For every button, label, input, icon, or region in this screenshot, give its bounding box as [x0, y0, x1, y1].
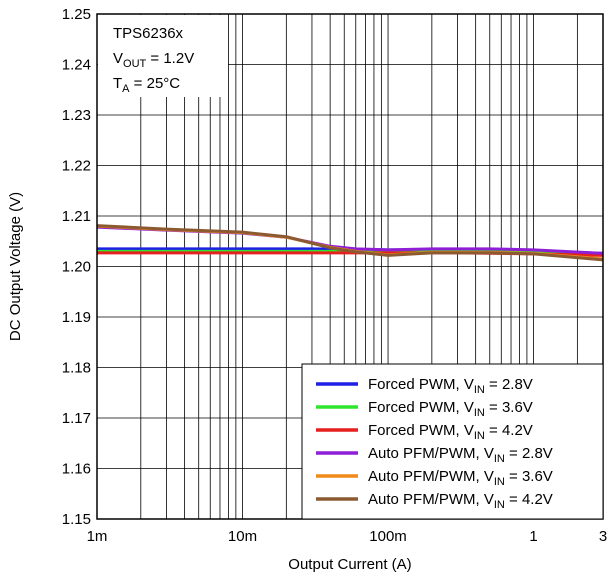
annotation-box: TPS6236x VOUT = 1.2V TA = 25°C — [98, 15, 228, 97]
legend-label-main: Forced PWM, V — [368, 376, 474, 393]
x-axis-label: Output Current (A) — [288, 556, 411, 573]
legend-label-subscript: IN — [494, 499, 505, 511]
y-tick-label-2: 1.17 — [62, 410, 91, 427]
legend-label-subscript: IN — [494, 476, 505, 488]
legend-label-value: = 3.6V — [505, 468, 553, 485]
vout-subscript: OUT — [123, 58, 147, 70]
x-tick-label-4: 3 — [599, 528, 607, 545]
legend-label-2: Forced PWM, VIN = 3.6V — [368, 399, 533, 419]
legend-label-value: = 4.2V — [485, 422, 533, 439]
ta-value: = 25°C — [130, 75, 181, 92]
vout-value: = 1.2V — [146, 50, 194, 67]
legend-label-value: = 4.2V — [505, 491, 553, 508]
x-tick-labels: 1m 10m 100m 1 3 — [87, 528, 608, 545]
legend-label-subscript: IN — [474, 430, 485, 442]
legend-label-subscript: IN — [474, 384, 485, 396]
y-tick-label-1: 1.16 — [62, 461, 91, 478]
legend-label-4: Auto PFM/PWM, VIN = 2.8V — [368, 445, 553, 465]
legend-label-subscript: IN — [494, 453, 505, 465]
series-line-6 — [96, 224, 604, 262]
legend-label-value: = 2.8V — [485, 376, 533, 393]
legend-label-value: = 2.8V — [505, 445, 553, 462]
y-axis-label: DC Output Voltage (V) — [7, 192, 24, 341]
y-tick-label-5: 1.20 — [62, 259, 91, 276]
y-tick-label-9: 1.24 — [62, 57, 91, 74]
legend-label-main: Forced PWM, V — [368, 399, 474, 416]
y-tick-label-7: 1.22 — [62, 158, 91, 175]
y-tick-label-0: 1.15 — [62, 511, 91, 528]
x-tick-label-0: 1m — [87, 528, 108, 545]
legend-label-3: Forced PWM, VIN = 4.2V — [368, 422, 533, 442]
legend-label-subscript: IN — [474, 407, 485, 419]
series-lines — [96, 224, 604, 262]
vout-main: V — [113, 50, 123, 67]
y-tick-label-3: 1.18 — [62, 360, 91, 377]
annotation-device: TPS6236x — [113, 25, 184, 42]
legend-label-6: Auto PFM/PWM, VIN = 4.2V — [368, 491, 553, 511]
x-tick-label-1: 10m — [228, 528, 257, 545]
legend-label-main: Auto PFM/PWM, V — [368, 445, 494, 462]
x-tick-label-3: 1 — [529, 528, 537, 545]
y-tick-label-6: 1.21 — [62, 208, 91, 225]
legend-label-value: = 3.6V — [485, 399, 533, 416]
legend-label-main: Auto PFM/PWM, V — [368, 491, 494, 508]
ta-main: T — [113, 75, 122, 92]
y-tick-label-8: 1.23 — [62, 107, 91, 124]
annotation-temperature: TA = 25°C — [113, 75, 180, 95]
y-tick-label-4: 1.19 — [62, 309, 91, 326]
annotation-background — [98, 15, 228, 97]
legend-label-5: Auto PFM/PWM, VIN = 3.6V — [368, 468, 553, 488]
legend-label-main: Forced PWM, V — [368, 422, 474, 439]
y-tick-label-10: 1.25 — [62, 6, 91, 23]
x-tick-label-2: 100m — [369, 528, 407, 545]
annotation-vout: VOUT = 1.2V — [113, 50, 194, 70]
y-tick-labels: 1.15 1.16 1.17 1.18 1.19 1.20 1.21 1.22 1.23 1.24… — [62, 6, 91, 528]
ta-subscript: A — [122, 83, 130, 95]
legend-label-main: Auto PFM/PWM, V — [368, 468, 494, 485]
legend-box — [301, 363, 604, 520]
legend-label-1: Forced PWM, VIN = 2.8V — [368, 376, 533, 396]
